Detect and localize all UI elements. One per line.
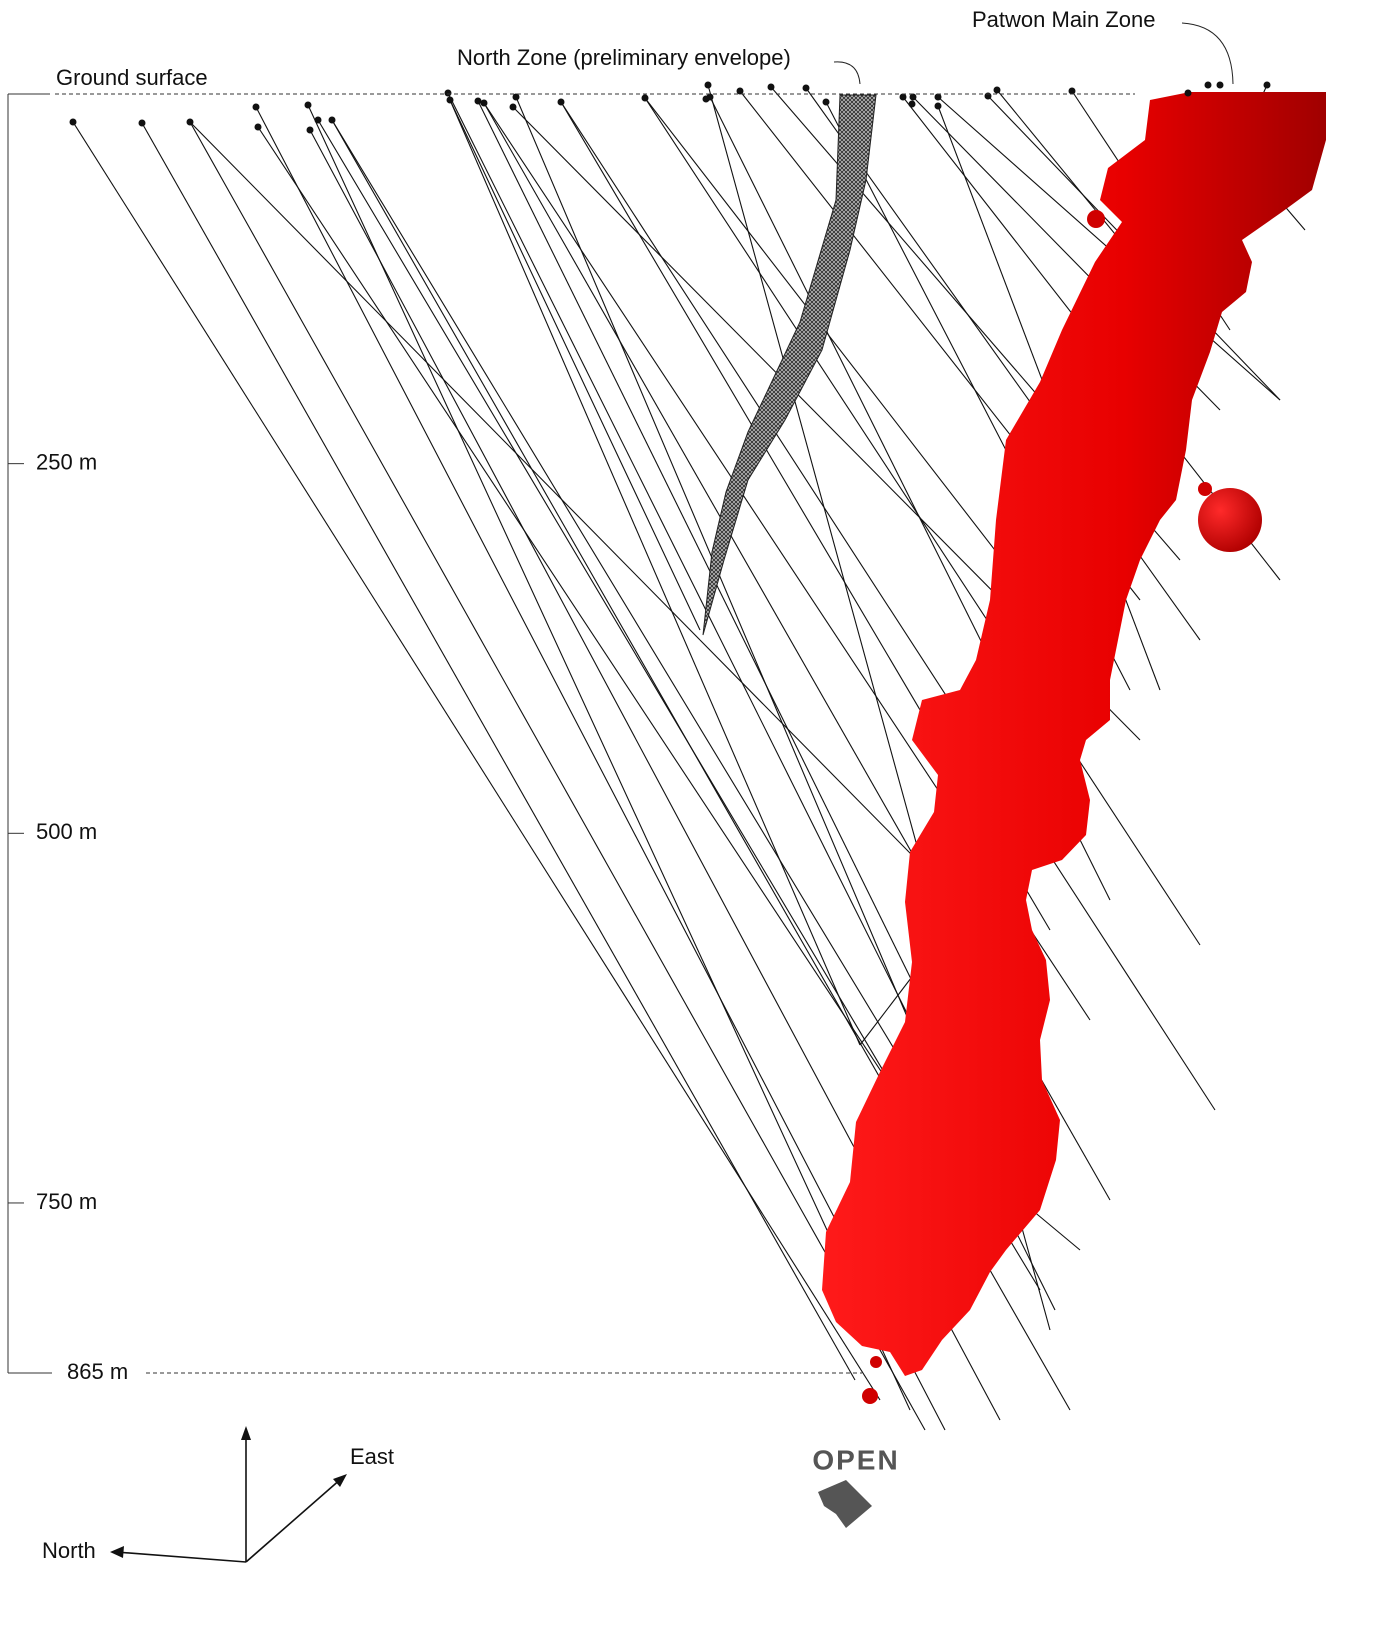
drill-collar <box>899 93 907 101</box>
drill-hole <box>644 97 1201 946</box>
drill-collar <box>509 103 517 111</box>
main-zone-label: Patwon Main Zone <box>972 7 1155 32</box>
drill-collar <box>1204 81 1212 89</box>
drill-collar <box>704 81 712 89</box>
drill-collar <box>314 116 322 124</box>
drill-hole <box>560 101 1216 1111</box>
leader-line <box>833 61 861 85</box>
drill-collar <box>474 97 482 105</box>
leader-line <box>1181 22 1234 85</box>
compass <box>110 1426 347 1563</box>
drill-hole <box>307 104 911 1411</box>
main-zone-body <box>822 92 1326 1404</box>
drill-collar <box>641 94 649 102</box>
drill-collar <box>557 98 565 106</box>
drill-collar <box>444 89 452 97</box>
drill-collar <box>480 99 488 107</box>
compass-north: North <box>42 1538 96 1563</box>
drill-collar <box>252 103 260 111</box>
drill-collar <box>767 83 775 91</box>
open-label: OPEN <box>812 1444 899 1475</box>
drill-collar <box>306 126 314 134</box>
drill-collar <box>254 123 262 131</box>
drill-hole <box>257 126 901 1101</box>
drill-collar <box>1068 87 1076 95</box>
drill-collar <box>1216 81 1224 89</box>
north-zone-label: North Zone (preliminary envelope) <box>457 45 791 70</box>
drill-collar <box>304 101 312 109</box>
open-arrow <box>818 1480 872 1528</box>
depth-tick-label: 865 m <box>67 1359 128 1384</box>
compass-east: East <box>350 1444 394 1469</box>
drill-hole <box>189 121 701 641</box>
drill-collar <box>138 119 146 127</box>
drill-hole <box>189 121 926 1431</box>
drill-collar <box>909 93 917 101</box>
depth-tick-label: 750 m <box>36 1189 97 1214</box>
drill-hole <box>72 121 881 1401</box>
depth-scale: 250 m 500 m 750 m 865 m <box>8 449 862 1384</box>
drill-collar <box>186 118 194 126</box>
drill-collar <box>1263 81 1271 89</box>
drill-collar <box>1184 89 1192 97</box>
drill-collar <box>328 116 336 124</box>
north-zone-envelope <box>702 94 877 636</box>
depth-tick-label: 250 m <box>36 449 97 474</box>
drill-collar <box>908 100 916 108</box>
drill-collar <box>822 98 830 106</box>
depth-tick-label: 500 m <box>36 819 97 844</box>
drill-collars <box>69 81 1271 134</box>
drill-collar <box>934 93 942 101</box>
drill-hole <box>449 99 861 1046</box>
drill-collar <box>993 86 1001 94</box>
drill-hole <box>255 106 946 1431</box>
drill-collar <box>446 96 454 104</box>
ground-surface-label: Ground surface <box>56 65 208 90</box>
drill-hole <box>317 119 961 1201</box>
drill-collar <box>702 95 710 103</box>
drill-hole <box>141 122 856 1381</box>
drill-collar <box>802 84 810 92</box>
drill-collar <box>934 102 942 110</box>
drill-hole <box>449 99 701 631</box>
drill-collar <box>69 118 77 126</box>
drill-collar <box>512 93 520 101</box>
drill-collar <box>736 87 744 95</box>
